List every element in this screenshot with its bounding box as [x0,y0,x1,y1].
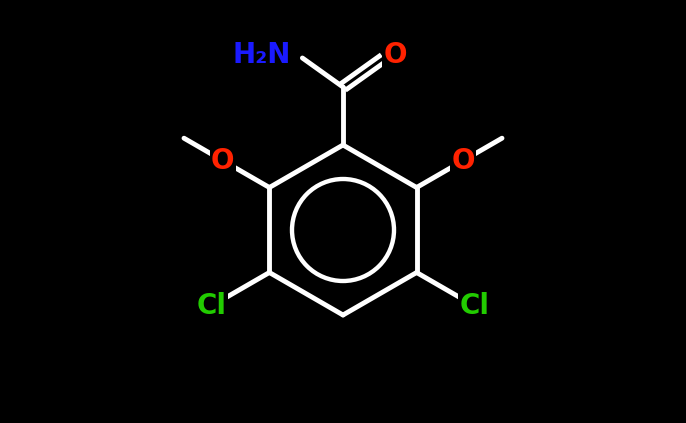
Text: H₂N: H₂N [232,41,290,69]
Text: O: O [384,41,407,69]
Text: Cl: Cl [196,292,226,321]
Text: O: O [211,147,235,175]
Text: Cl: Cl [460,292,490,321]
Text: O: O [451,147,475,175]
